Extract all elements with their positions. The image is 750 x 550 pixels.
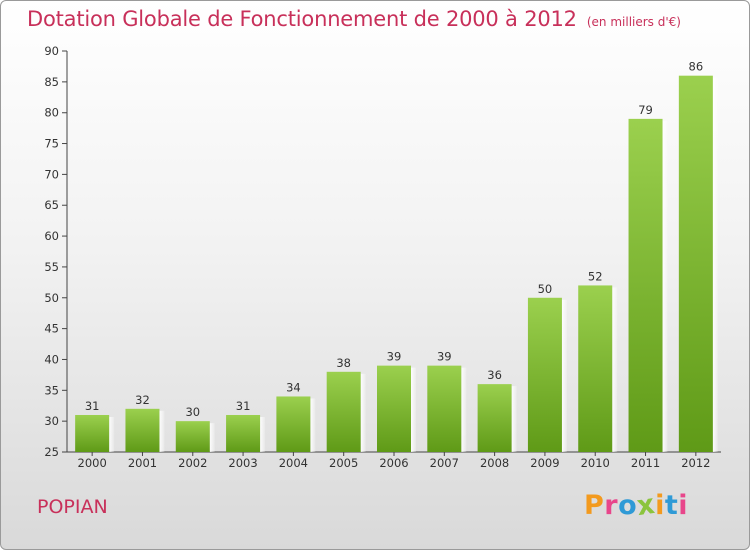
chart-title-text: Dotation Globale de Fonctionnement de 20… <box>27 7 577 31</box>
commune-name: POPIAN <box>37 496 108 518</box>
bar-shadow <box>159 410 165 452</box>
x-tick-label: 2010 <box>581 456 610 470</box>
x-tick-label: 2009 <box>530 456 559 470</box>
bar-value-label: 86 <box>689 60 704 74</box>
y-tick-label: 45 <box>44 322 59 336</box>
bar-value-label: 79 <box>638 103 653 117</box>
bar <box>326 371 361 452</box>
bar-shadow <box>612 287 618 452</box>
bar <box>125 408 160 452</box>
chart-title: Dotation Globale de Fonctionnement de 20… <box>27 7 681 31</box>
y-tick-label: 75 <box>44 137 59 151</box>
x-tick-label: 2012 <box>681 456 710 470</box>
y-tick-label: 30 <box>44 414 59 428</box>
bar <box>578 285 613 452</box>
y-tick-label: 40 <box>44 352 59 366</box>
logo-letter: i <box>678 490 689 521</box>
bar-shadow <box>310 398 316 452</box>
y-tick-label: 90 <box>44 44 59 58</box>
x-tick-label: 2004 <box>279 456 308 470</box>
logo-letter: x <box>635 488 658 523</box>
y-tick-label: 25 <box>44 445 59 459</box>
bar-shadow <box>511 386 517 452</box>
x-tick-label: 2001 <box>128 456 157 470</box>
x-tick-label: 2011 <box>631 456 660 470</box>
y-tick-label: 50 <box>44 291 59 305</box>
bar-value-label: 34 <box>286 380 301 394</box>
logo-letter: i <box>655 490 665 521</box>
bar-shadow <box>461 367 467 452</box>
bar-shadow <box>360 373 366 452</box>
bar <box>678 75 713 452</box>
bar <box>276 396 311 452</box>
y-tick-label: 60 <box>44 229 59 243</box>
bar-shadow <box>662 120 668 452</box>
bar-value-label: 50 <box>538 282 553 296</box>
x-tick-label: 2002 <box>178 456 207 470</box>
bar-shadow <box>712 77 718 452</box>
y-tick-label: 65 <box>44 198 59 212</box>
bar-shadow <box>260 416 266 452</box>
bar-value-label: 31 <box>85 399 100 413</box>
bar <box>427 365 462 452</box>
x-tick-label: 2007 <box>430 456 459 470</box>
logo-letter: P <box>584 490 605 521</box>
bar-value-label: 32 <box>135 393 150 407</box>
y-tick-label: 70 <box>44 167 59 181</box>
bar <box>175 421 210 452</box>
proxiti-logo: Proxiti <box>584 488 689 523</box>
bar-value-label: 36 <box>487 368 502 382</box>
logo-letter: o <box>618 490 638 521</box>
bar-shadow <box>561 299 567 452</box>
bar <box>527 297 562 452</box>
bar <box>226 414 261 452</box>
bar <box>477 384 512 452</box>
y-tick-label: 55 <box>44 260 59 274</box>
y-tick-label: 85 <box>44 75 59 89</box>
y-tick-label: 35 <box>44 383 59 397</box>
bar-value-label: 39 <box>437 350 452 364</box>
logo-letter: r <box>604 490 619 521</box>
bar-shadow <box>209 423 215 452</box>
bar-shadow <box>411 367 416 452</box>
x-tick-label: 2006 <box>379 456 408 470</box>
chart-subtitle: (en milliers d'€) <box>586 15 681 29</box>
x-tick-label: 2000 <box>78 456 107 470</box>
bar-value-label: 30 <box>185 405 200 419</box>
bar <box>628 118 663 452</box>
x-tick-label: 2005 <box>329 456 358 470</box>
logo-letter: t <box>664 490 679 521</box>
bar-value-label: 38 <box>336 356 351 370</box>
x-tick-label: 2008 <box>480 456 509 470</box>
bar <box>75 414 110 452</box>
bar-shadow <box>109 416 115 452</box>
bar-value-label: 52 <box>588 269 603 283</box>
bar <box>377 365 411 452</box>
bar-value-label: 31 <box>236 399 251 413</box>
x-tick-label: 2003 <box>228 456 257 470</box>
y-tick-label: 80 <box>44 106 59 120</box>
bar-value-label: 39 <box>387 350 402 364</box>
